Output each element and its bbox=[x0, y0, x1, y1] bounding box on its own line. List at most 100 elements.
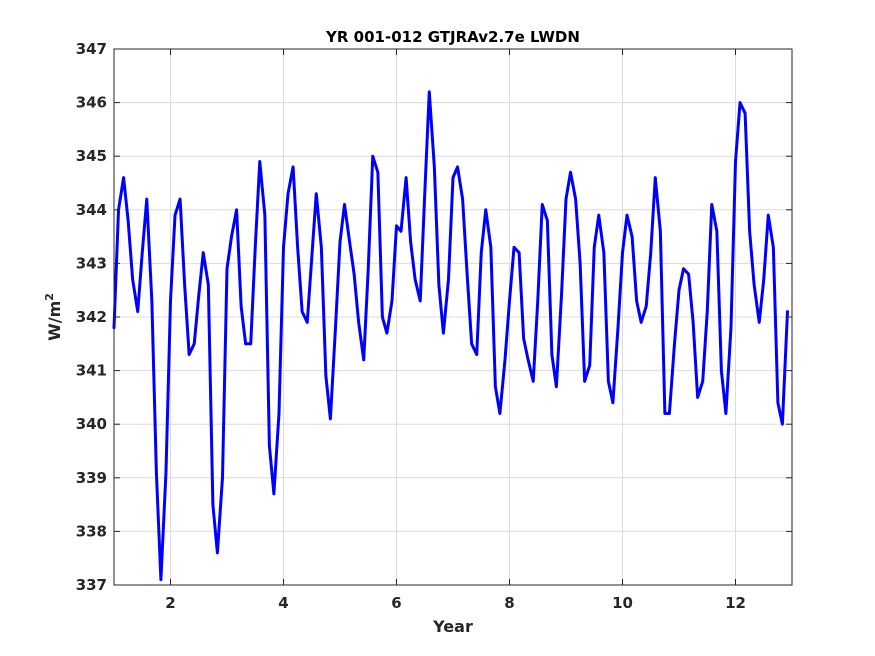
data-point bbox=[239, 305, 243, 308]
data-point bbox=[569, 171, 572, 174]
data-point bbox=[512, 246, 516, 249]
data-point bbox=[329, 417, 332, 421]
data-point bbox=[724, 412, 728, 415]
data-point bbox=[268, 444, 271, 447]
data-point bbox=[659, 230, 662, 233]
data-point bbox=[677, 289, 681, 292]
data-point bbox=[428, 90, 431, 94]
data-point bbox=[423, 192, 426, 195]
data-point bbox=[484, 208, 487, 211]
data-point bbox=[475, 353, 478, 356]
data-point bbox=[249, 342, 252, 345]
data-point bbox=[583, 380, 586, 383]
data-point bbox=[145, 197, 148, 201]
data-point bbox=[696, 396, 699, 399]
y-tick-label: 342 bbox=[76, 308, 107, 326]
data-point bbox=[263, 213, 267, 217]
data-point bbox=[225, 267, 229, 270]
data-point bbox=[752, 283, 756, 287]
data-point bbox=[762, 278, 765, 281]
data-point bbox=[772, 246, 775, 249]
data-point bbox=[202, 251, 205, 254]
data-point bbox=[470, 342, 473, 345]
data-point bbox=[197, 294, 200, 297]
data-point bbox=[183, 283, 186, 287]
data-point bbox=[173, 213, 177, 217]
data-point bbox=[136, 310, 139, 313]
chart-title: YR 001-012 GTJRAv2.7e LWDN bbox=[325, 28, 580, 46]
x-tick-label: 2 bbox=[165, 594, 175, 612]
data-point bbox=[296, 246, 299, 249]
data-point bbox=[786, 310, 789, 313]
data-point bbox=[748, 230, 751, 233]
data-point bbox=[235, 208, 238, 211]
data-point bbox=[532, 380, 535, 383]
data-point bbox=[687, 272, 690, 276]
data-point bbox=[244, 342, 247, 345]
x-axis-title: Year bbox=[432, 617, 473, 636]
data-point bbox=[221, 476, 224, 479]
y-tick-label: 340 bbox=[76, 415, 107, 433]
data-point bbox=[663, 412, 667, 415]
data-point bbox=[508, 299, 511, 303]
data-point bbox=[461, 197, 464, 201]
data-point bbox=[625, 213, 629, 217]
data-point bbox=[734, 160, 737, 163]
y-axis-title-exponent: 2 bbox=[43, 293, 56, 301]
data-point bbox=[758, 321, 761, 324]
data-point bbox=[517, 251, 521, 254]
data-point bbox=[193, 342, 196, 345]
y-tick-label: 344 bbox=[76, 201, 107, 219]
data-point bbox=[272, 492, 276, 496]
data-point bbox=[390, 299, 394, 303]
x-tick-label: 8 bbox=[504, 594, 514, 612]
data-point bbox=[593, 246, 596, 249]
data-point bbox=[282, 246, 285, 249]
data-point bbox=[560, 294, 563, 297]
y-tick-label: 346 bbox=[76, 94, 107, 112]
data-point bbox=[574, 197, 577, 201]
x-tick-label: 6 bbox=[391, 594, 401, 612]
x-tick-label: 10 bbox=[612, 594, 633, 612]
data-point bbox=[578, 262, 582, 265]
data-point bbox=[230, 235, 233, 238]
data-point bbox=[216, 551, 219, 555]
data-point bbox=[489, 246, 493, 249]
data-point bbox=[367, 267, 370, 270]
data-point bbox=[536, 299, 539, 303]
data-point bbox=[413, 278, 417, 281]
data-point bbox=[710, 203, 713, 206]
data-point bbox=[649, 251, 652, 254]
data-point bbox=[306, 321, 309, 324]
data-point bbox=[399, 230, 403, 233]
data-point bbox=[456, 165, 459, 169]
data-point bbox=[211, 503, 215, 506]
data-point bbox=[668, 412, 671, 415]
data-point bbox=[498, 412, 502, 415]
data-point bbox=[315, 192, 318, 195]
data-point bbox=[494, 385, 497, 388]
data-point bbox=[409, 240, 412, 244]
data-point bbox=[602, 251, 606, 254]
data-point bbox=[588, 364, 591, 367]
data-point bbox=[564, 197, 568, 201]
data-point bbox=[159, 578, 163, 581]
data-point bbox=[155, 471, 158, 474]
data-point bbox=[187, 353, 191, 356]
data-point bbox=[767, 213, 770, 217]
data-point bbox=[385, 331, 389, 335]
data-point bbox=[715, 230, 719, 233]
data-point bbox=[639, 321, 643, 324]
data-point bbox=[404, 176, 408, 179]
data-point bbox=[419, 299, 422, 303]
data-point bbox=[645, 305, 648, 308]
y-tick-label: 343 bbox=[76, 254, 107, 272]
data-point bbox=[635, 299, 638, 303]
data-point bbox=[616, 326, 620, 329]
axis-ticks bbox=[114, 48, 792, 586]
data-point bbox=[437, 283, 441, 287]
y-tick-label: 338 bbox=[76, 522, 107, 540]
y-tick-label: 337 bbox=[76, 576, 107, 594]
data-point bbox=[597, 213, 600, 217]
